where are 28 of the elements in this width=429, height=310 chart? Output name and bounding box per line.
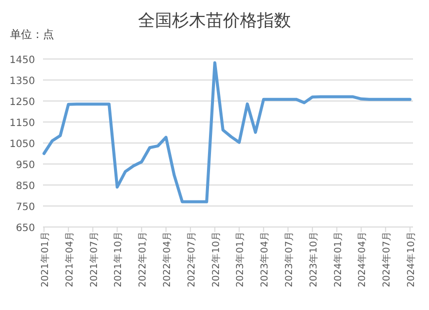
x-tick-label: 2023年01月: [234, 231, 246, 288]
chart-title: 全国杉木苗价格指数: [138, 11, 291, 31]
x-tick-label: 2023年07月: [283, 231, 295, 288]
x-tick-label: 2024年10月: [405, 231, 417, 288]
x-tick-label: 2022年07月: [185, 231, 198, 288]
x-tick-label: 2022年10月: [210, 231, 222, 288]
y-tick-label: 850: [16, 181, 35, 192]
y-tick-label: 1050: [10, 139, 35, 150]
x-tick-label: 2022年01月: [136, 231, 149, 288]
y-tick-label: 950: [16, 160, 35, 171]
y-tick-label: 1350: [10, 76, 35, 87]
line-series: [42, 61, 412, 204]
x-tick-label: 2024年07月: [380, 231, 393, 288]
x-tick-label: 2021年07月: [88, 231, 100, 288]
x-tick-label: 2023年10月: [307, 231, 320, 288]
y-tick-label: 1150: [10, 118, 35, 129]
x-tick-label: 2021年01月: [39, 231, 51, 288]
x-tick-label: 2021年10月: [112, 231, 124, 288]
y-axis-title: 单位：点: [10, 28, 54, 41]
y-tick-label: 750: [16, 202, 35, 213]
y-tick-label: 1250: [10, 97, 35, 108]
x-tick-label: 2024年01月: [332, 231, 344, 288]
x-tick-label: 2022年04月: [161, 231, 173, 288]
x-tick-label: 2023年04月: [258, 231, 271, 288]
x-tick-label: 2021年04月: [63, 231, 76, 288]
y-tick-label: 1450: [10, 55, 35, 66]
y-tick-label: 650: [16, 223, 35, 234]
x-tick-label: 2024年04月: [356, 231, 368, 288]
